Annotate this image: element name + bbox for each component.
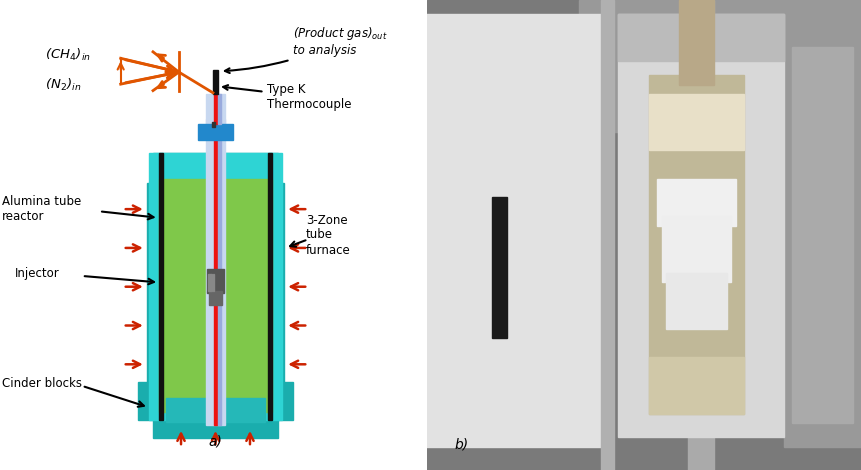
Text: (N$_2$)$_{in}$: (N$_2$)$_{in}$ (46, 77, 82, 93)
Bar (207, 269, 224, 293)
Bar (208, 291, 221, 305)
Bar (657, 179, 735, 226)
Text: (Product gas)$_{out}$
to analysis: (Product gas)$_{out}$ to analysis (225, 25, 387, 73)
Text: 3-Zone
tube
furnace: 3-Zone tube furnace (306, 213, 350, 257)
Bar (268, 153, 272, 420)
Text: (CH$_4$)$_{in}$: (CH$_4$)$_{in}$ (46, 47, 91, 63)
Bar (600, 0, 613, 470)
Bar (648, 94, 744, 150)
Bar (165, 399, 265, 422)
Text: Cinder blocks: Cinder blocks (2, 377, 82, 390)
Text: a): a) (208, 434, 222, 448)
Bar (783, 24, 861, 446)
Bar (211, 274, 213, 291)
Bar (159, 179, 271, 412)
Bar (209, 274, 211, 291)
Text: Injector: Injector (15, 267, 59, 280)
Bar (158, 153, 163, 420)
Bar (213, 70, 218, 94)
Bar (149, 153, 282, 420)
Bar (218, 118, 220, 424)
Bar (138, 382, 293, 420)
Bar (146, 183, 284, 382)
Bar (206, 94, 225, 124)
Bar (678, 0, 713, 85)
Bar (213, 274, 214, 291)
Bar (153, 420, 277, 438)
Bar (617, 14, 783, 61)
Bar (687, 0, 713, 470)
Bar (206, 118, 225, 424)
Bar (579, 0, 861, 132)
Bar (153, 153, 277, 183)
Bar (198, 124, 232, 140)
Text: Type K
Thermocouple: Type K Thermocouple (223, 83, 351, 111)
Bar (218, 94, 220, 124)
Bar (214, 118, 216, 424)
Bar (666, 273, 726, 329)
Text: Alumina tube
reactor: Alumina tube reactor (2, 195, 81, 223)
Bar (648, 357, 744, 414)
Bar (492, 197, 506, 338)
Bar (212, 122, 215, 127)
Bar (214, 94, 216, 124)
Bar (617, 14, 783, 437)
Bar (418, 14, 600, 446)
Text: b): b) (454, 437, 468, 451)
Bar (208, 274, 209, 291)
Bar (661, 216, 730, 282)
Bar (648, 75, 744, 414)
Bar (791, 47, 852, 423)
